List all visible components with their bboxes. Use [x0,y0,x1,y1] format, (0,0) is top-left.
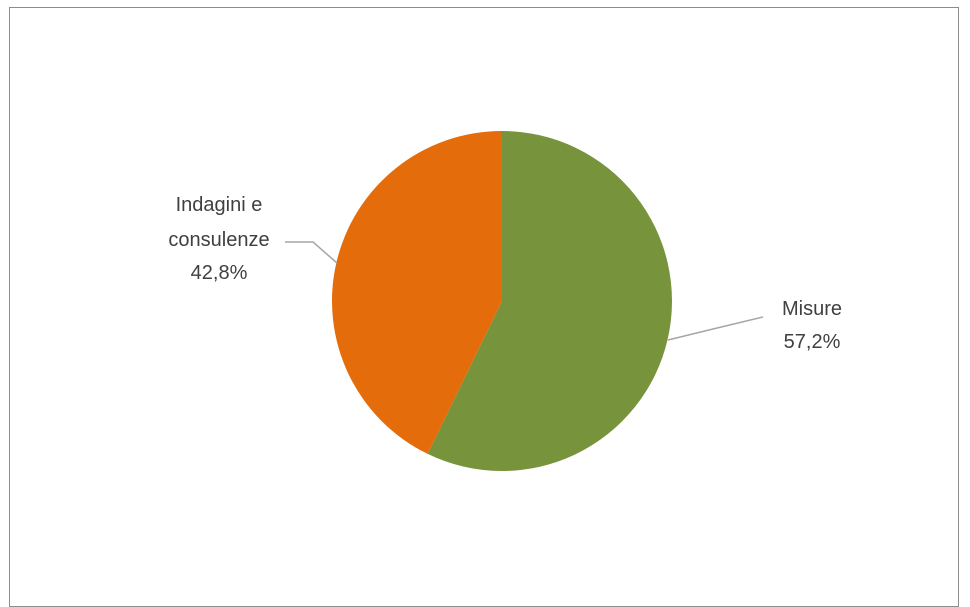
pie-slice-indagini-e-consulenze [331,131,502,454]
slice-value-indagini: 42,8% [191,262,248,284]
pie-slices [331,131,672,471]
slice-label-indagini-line1: Indagini e [176,194,263,216]
pie-chart: Misure 57,2% Indagini e consulenze 42,8% [168,131,842,471]
slice-label-indagini-line2: consulenze [168,229,269,251]
leader-line-misure [667,316,764,341]
slice-label-misure: Misure [782,298,842,320]
leader-line-indagini [285,241,338,264]
slice-value-misure: 57,2% [784,331,841,353]
pie-slice-misure [427,131,672,471]
